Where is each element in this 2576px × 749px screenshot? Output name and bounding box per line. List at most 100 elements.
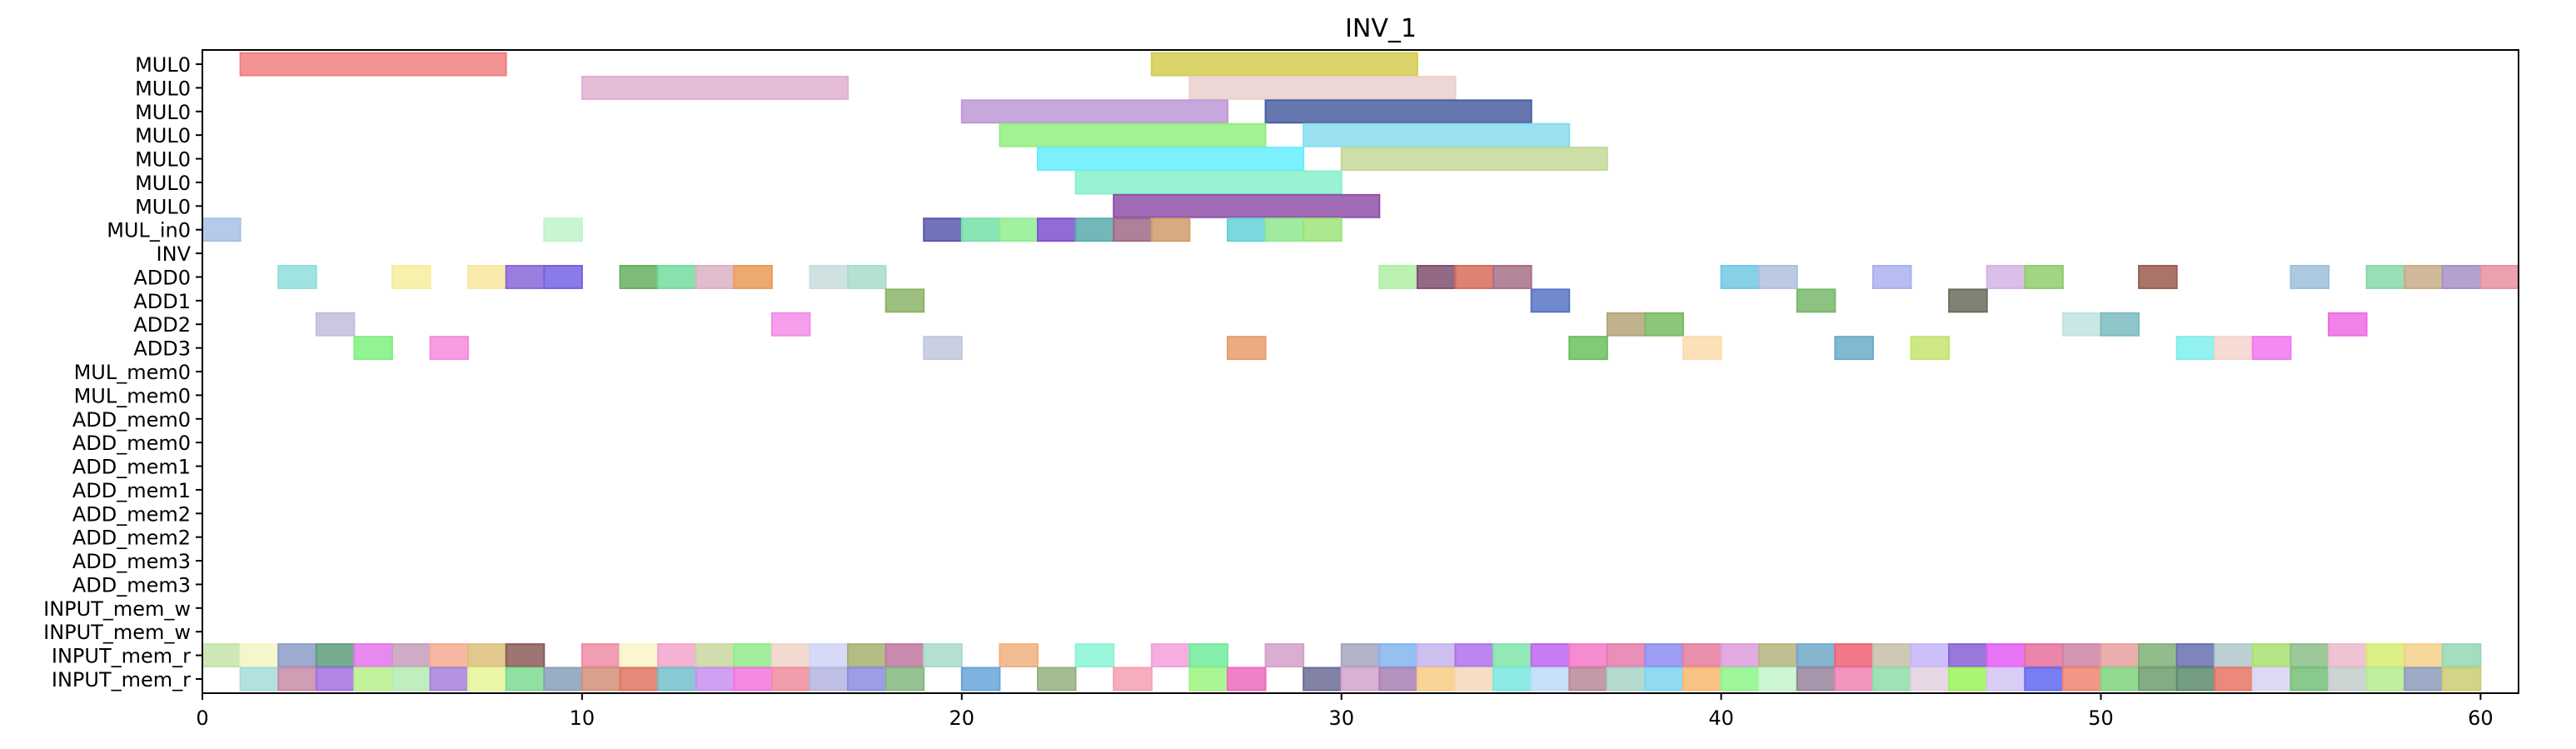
task-bar	[2214, 643, 2254, 668]
task-bar	[1606, 312, 1647, 337]
task-bar	[353, 667, 393, 692]
y-axis-labels: MUL0MUL0MUL0MUL0MUL0MUL0MUL0MUL_in0INVAD…	[43, 53, 202, 692]
task-bar	[2328, 643, 2368, 668]
task-bar	[695, 667, 735, 692]
task-bar	[1340, 667, 1381, 692]
task-bar	[1682, 336, 1722, 361]
task-bar	[770, 667, 811, 692]
task-bar	[999, 643, 1039, 668]
task-bar	[1340, 643, 1381, 668]
task-bar	[1948, 667, 1988, 692]
y-tick-label: MUL0	[135, 53, 191, 77]
task-bar	[1948, 643, 1988, 668]
task-bar	[1644, 643, 1685, 668]
task-bar	[1303, 667, 1343, 692]
task-bar	[1074, 217, 1115, 242]
task-bar	[2100, 667, 2140, 692]
task-bar	[277, 667, 317, 692]
task-bar	[1720, 667, 1761, 692]
y-tick-label: MUL_mem0	[74, 361, 191, 384]
y-tick-label: ADD_mem1	[72, 456, 191, 479]
task-bar	[1871, 667, 1912, 692]
task-bar	[2214, 667, 2254, 692]
task-bar	[770, 643, 811, 668]
task-bar	[733, 667, 773, 692]
task-bar	[1113, 667, 1153, 692]
task-bar	[1530, 667, 1571, 692]
y-tick-label: ADD_mem2	[72, 527, 191, 550]
task-bar	[2251, 643, 2292, 668]
task-bar	[1948, 288, 1988, 313]
task-bar	[1720, 264, 1761, 289]
task-bar	[239, 643, 280, 668]
task-bar	[1150, 217, 1191, 242]
x-tick-label: 20	[949, 707, 975, 730]
task-bar	[695, 264, 735, 289]
task-bar	[2214, 336, 2254, 361]
task-bar	[2100, 643, 2140, 668]
task-bar	[1264, 217, 1305, 242]
task-bar	[1568, 336, 1608, 361]
task-bar	[2404, 264, 2444, 289]
task-bar	[1910, 336, 1951, 361]
task-bar	[1378, 643, 1418, 668]
task-bar	[733, 643, 773, 668]
y-tick-label: ADD2	[133, 313, 191, 337]
task-bar	[2251, 667, 2292, 692]
task-bar	[2328, 312, 2368, 337]
task-bar	[2024, 667, 2064, 692]
task-bar	[277, 264, 317, 289]
task-bar	[1340, 147, 1608, 172]
task-bar	[1986, 643, 2026, 668]
task-bar	[1871, 643, 1912, 668]
task-bar	[467, 643, 507, 668]
task-bar	[999, 217, 1039, 242]
task-bar	[505, 643, 546, 668]
task-bar	[1910, 643, 1951, 668]
y-tick-label: ADD1	[133, 290, 191, 313]
task-bar	[315, 643, 356, 668]
x-axis: 0 10 20 30 40 50 60	[196, 693, 2494, 730]
task-bar	[429, 336, 470, 361]
task-bar	[467, 667, 507, 692]
task-bar	[2365, 643, 2406, 668]
task-bar	[1264, 643, 1305, 668]
task-bar	[1796, 643, 1836, 668]
task-bar	[505, 667, 546, 692]
task-bar	[1492, 264, 1532, 289]
task-bar	[2479, 264, 2520, 289]
task-bar	[1036, 147, 1305, 172]
task-bar	[847, 667, 887, 692]
task-bar	[467, 264, 507, 289]
task-bar	[2138, 264, 2178, 289]
task-bar	[2404, 667, 2444, 692]
task-bar	[1303, 217, 1343, 242]
x-tick-label: 50	[2088, 707, 2114, 730]
task-bar	[1986, 667, 2026, 692]
task-bar	[1910, 667, 1951, 692]
task-bar	[1264, 99, 1532, 124]
task-bar	[2365, 264, 2406, 289]
task-bar	[960, 99, 1228, 124]
task-bar	[2175, 336, 2216, 361]
task-bar	[1834, 643, 1874, 668]
x-tick-label: 60	[2468, 707, 2494, 730]
y-tick-label: ADD_mem3	[72, 550, 191, 573]
task-bar	[1530, 288, 1571, 313]
task-bar	[1682, 643, 1722, 668]
task-bar	[1303, 122, 1571, 147]
task-bar	[391, 643, 431, 668]
task-bar	[239, 667, 280, 692]
task-bar	[1758, 264, 1798, 289]
task-bar	[1758, 667, 1798, 692]
task-bar	[391, 667, 431, 692]
task-bar	[2441, 667, 2482, 692]
task-bar	[580, 75, 850, 100]
task-bar	[619, 643, 660, 668]
task-bar	[315, 312, 356, 337]
task-bar	[543, 264, 583, 289]
task-bar	[1568, 643, 1608, 668]
task-bar	[733, 264, 773, 289]
task-bar	[429, 667, 470, 692]
